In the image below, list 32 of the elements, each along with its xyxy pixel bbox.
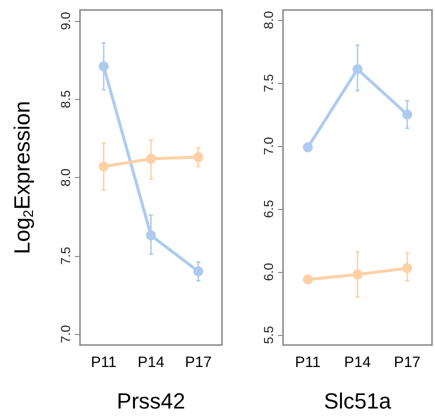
y-tick-label: 5.5 bbox=[261, 326, 276, 344]
y-tick-label: 9.0 bbox=[58, 12, 73, 30]
y-tick-label: 7.5 bbox=[261, 74, 276, 92]
y-tick-label: 7.5 bbox=[58, 246, 73, 265]
y-axis-title: Log2Expression bbox=[10, 100, 36, 254]
y-tick-label: 7.0 bbox=[261, 136, 276, 156]
point bbox=[146, 154, 156, 164]
x-tick-label: P14 bbox=[344, 354, 371, 371]
x-tick-label: P17 bbox=[184, 354, 212, 371]
point bbox=[302, 274, 313, 285]
x-axis-title: Prss42 bbox=[116, 388, 186, 414]
point bbox=[146, 230, 156, 240]
y-tick-label: 6.0 bbox=[261, 262, 276, 281]
point bbox=[98, 61, 109, 72]
point bbox=[352, 269, 362, 280]
x-tick-label: P14 bbox=[138, 354, 164, 371]
point bbox=[193, 266, 204, 276]
x-tick-label: P11 bbox=[90, 354, 116, 371]
point bbox=[402, 263, 412, 274]
point bbox=[98, 162, 109, 172]
x-axis-title: Slc51a bbox=[324, 388, 392, 414]
point bbox=[193, 152, 204, 162]
y-tick-label: 8.0 bbox=[58, 168, 73, 187]
x-tick-label: P11 bbox=[295, 354, 321, 371]
point bbox=[352, 64, 362, 74]
point bbox=[402, 110, 412, 120]
point bbox=[302, 142, 313, 152]
y-tick-label: 6.5 bbox=[261, 200, 276, 218]
y-tick-label: 8.5 bbox=[58, 90, 73, 108]
x-tick-label: P17 bbox=[394, 354, 421, 371]
y-tick-label: 8.0 bbox=[261, 11, 276, 30]
y-tick-label: 7.0 bbox=[58, 325, 73, 344]
